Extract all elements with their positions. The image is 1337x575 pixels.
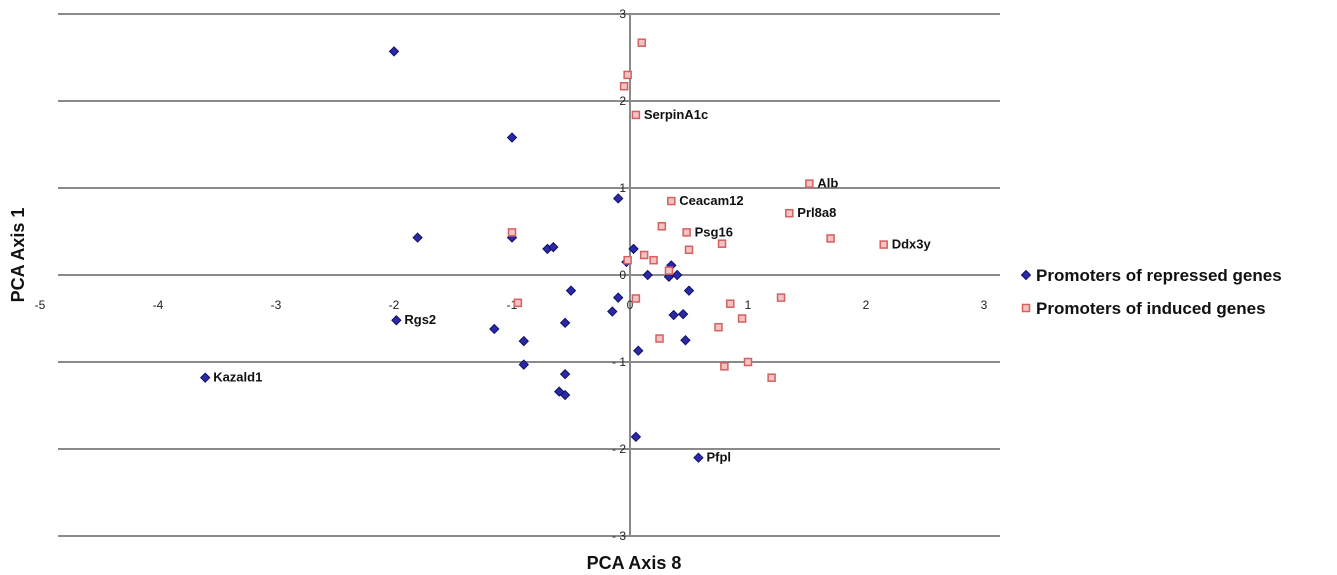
point-repressed	[559, 368, 571, 380]
point-label: Rgs2	[404, 312, 436, 327]
point-repressed	[612, 292, 624, 303]
y-tick-label: - 2	[612, 442, 626, 456]
point-induced	[737, 314, 747, 323]
point-repressed	[506, 132, 518, 143]
point-induced	[743, 357, 753, 367]
point-induced	[623, 255, 632, 265]
point-annotations: Rgs2 Kazald1 Pfpl SerpinA1c Alb Prl8a8 Ddx3y Ce…	[213, 107, 931, 465]
y-tick-label: 0	[619, 268, 626, 282]
point-label: Ddx3y	[892, 237, 932, 252]
x-tick-label: 1	[745, 298, 752, 312]
point-repressed	[199, 372, 211, 383]
point-repressed	[633, 345, 644, 356]
x-tick-label: 3	[981, 298, 988, 312]
point-label: SerpinA1c	[644, 107, 708, 122]
point-repressed	[391, 315, 402, 326]
point-repressed	[680, 335, 691, 346]
x-axis-title: PCA Axis 8	[587, 553, 682, 573]
point-induced	[826, 234, 835, 243]
y-tick-label: 1	[619, 181, 626, 195]
point-induced	[513, 298, 523, 308]
data-points	[199, 38, 888, 463]
x-tick-label: -3	[271, 298, 282, 312]
point-induced	[619, 81, 629, 91]
legend: Promoters of repressed genes Promoters of…	[1020, 266, 1282, 318]
y-tick-label: - 1	[612, 355, 626, 369]
legend-label: Promoters of induced genes	[1036, 299, 1266, 318]
point-induced	[657, 222, 667, 231]
point-repressed	[548, 241, 559, 253]
legend-marker-repressed	[1020, 269, 1032, 281]
point-induced	[631, 110, 641, 120]
point-induced	[785, 208, 794, 218]
point-repressed	[677, 308, 689, 320]
point-induced	[649, 255, 658, 265]
point-label: Kazald1	[213, 370, 262, 385]
point-repressed	[693, 452, 704, 463]
point-induced	[717, 239, 727, 248]
point-induced	[726, 299, 735, 308]
point-repressed	[642, 269, 653, 281]
legend-label: Promoters of repressed genes	[1036, 266, 1282, 285]
grid	[58, 13, 1000, 537]
point-induced	[776, 293, 786, 302]
point-repressed	[671, 269, 683, 281]
point-label: Prl8a8	[797, 205, 836, 220]
point-induced	[623, 70, 632, 80]
point-label: Pfpl	[706, 450, 731, 465]
point-repressed	[388, 46, 400, 57]
point-induced	[805, 179, 814, 188]
point-induced	[682, 228, 691, 237]
point-induced	[714, 322, 723, 332]
point-repressed	[630, 431, 642, 443]
point-induced	[507, 228, 517, 237]
x-tick-label: -1	[507, 298, 518, 312]
y-tick-label: - 3	[612, 529, 626, 543]
x-tick-label: -4	[153, 298, 164, 312]
y-tick-label: 3	[619, 7, 626, 21]
y-tick-labels: 3 2 1 0 - 1 - 2 - 3	[612, 7, 626, 543]
point-repressed	[683, 285, 695, 296]
point-induced	[767, 373, 776, 382]
point-label: Ceacam12	[679, 193, 743, 208]
y-tick-label: 2	[619, 94, 626, 108]
point-induced	[684, 245, 694, 255]
x-tick-label: 2	[863, 298, 870, 312]
point-repressed	[412, 232, 423, 243]
point-induced	[664, 266, 674, 275]
point-repressed	[607, 306, 618, 317]
point-induced	[879, 240, 888, 249]
point-repressed	[518, 359, 530, 370]
x-tick-label: -5	[35, 298, 46, 312]
legend-marker-induced	[1021, 303, 1031, 313]
point-repressed	[489, 323, 500, 335]
point-induced	[637, 38, 647, 47]
point-induced	[639, 250, 649, 260]
point-induced	[631, 294, 641, 303]
point-repressed	[628, 243, 639, 255]
point-repressed	[668, 309, 679, 321]
point-repressed	[565, 285, 577, 296]
point-repressed	[559, 389, 571, 401]
point-repressed	[559, 317, 571, 329]
x-tick-label: 0	[627, 298, 634, 312]
y-axis-title: PCA Axis 1	[8, 208, 28, 303]
point-repressed	[612, 193, 624, 204]
point-induced	[667, 196, 676, 206]
x-tick-labels: -5 -4 -3 -2 -1 0 1 2 3	[35, 298, 988, 312]
point-induced	[720, 362, 729, 371]
x-tick-label: -2	[389, 298, 400, 312]
point-label: Psg16	[695, 224, 733, 239]
point-label: Alb	[817, 176, 838, 191]
point-repressed	[518, 335, 530, 347]
point-induced	[655, 334, 664, 343]
